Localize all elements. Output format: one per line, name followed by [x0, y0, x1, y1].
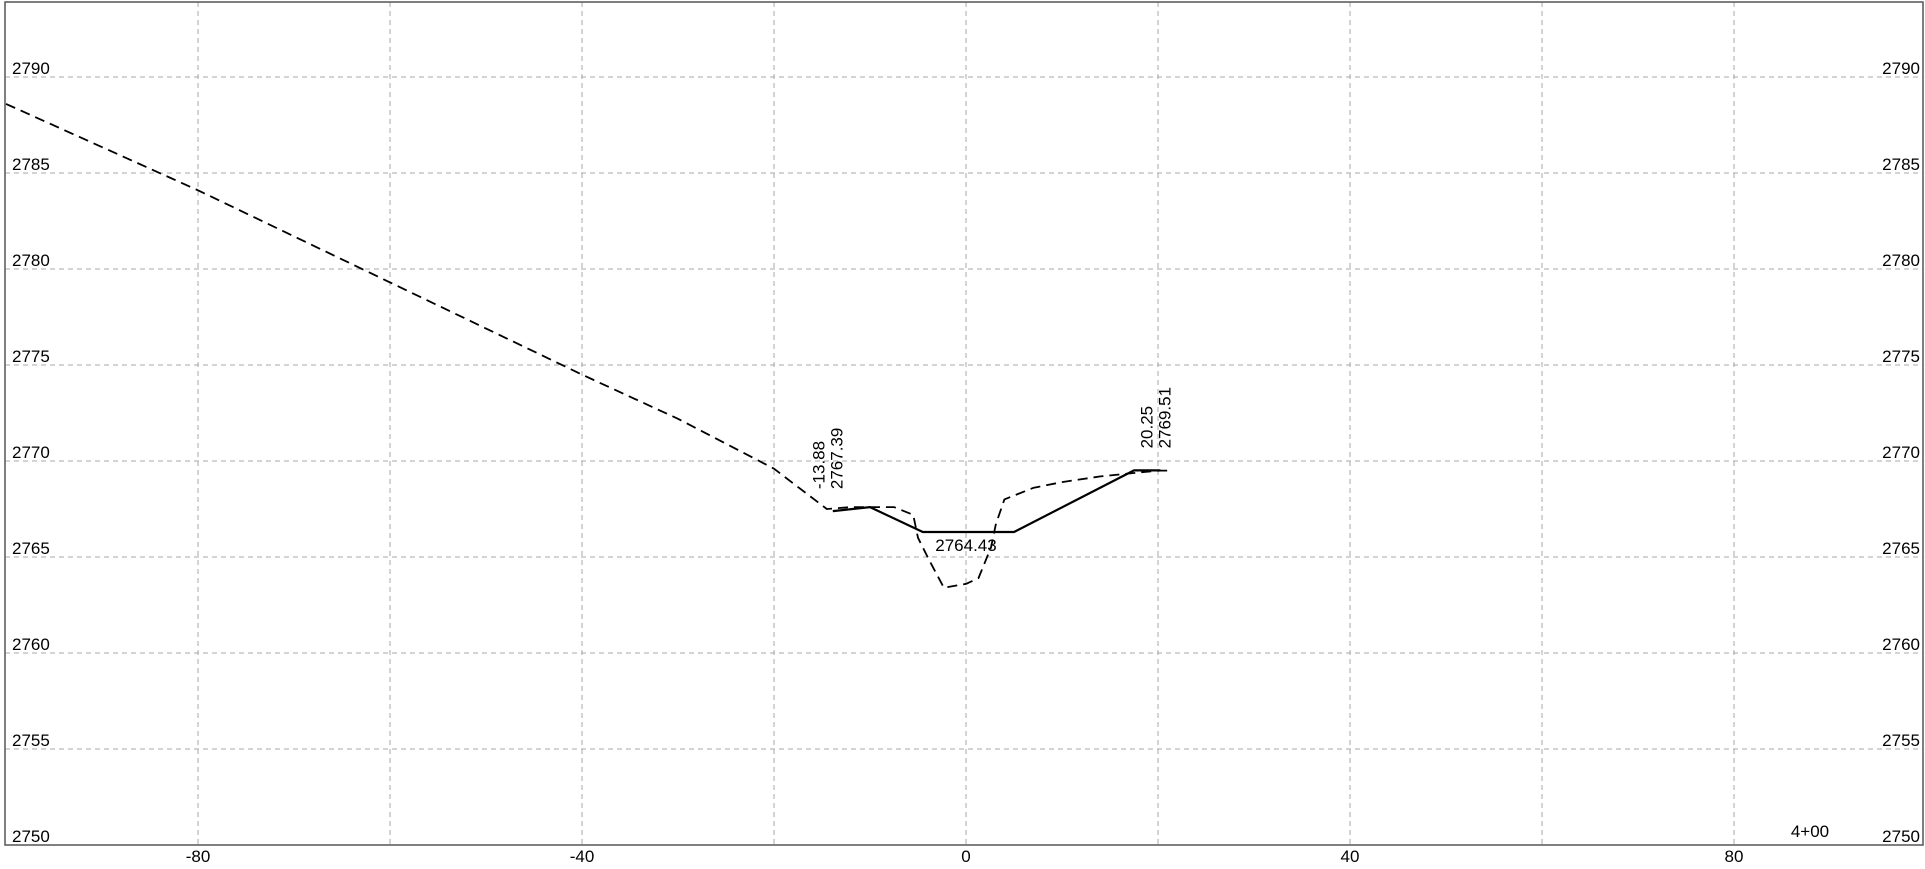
y-tick-label-left: 2785 — [12, 155, 50, 174]
x-tick-label: 40 — [1341, 847, 1360, 866]
grid — [5, 2, 1923, 845]
offset-elevation-label: 2767.39 — [828, 428, 847, 489]
design-section-line — [832, 469, 1161, 534]
y-tick-label-left: 2770 — [12, 443, 50, 462]
y-tick-label-left: 2750 — [12, 827, 50, 846]
y-tick-label-left: 2790 — [12, 59, 50, 78]
annotations: -13.88 2767.39 20.25 2769.51 2764.43 — [810, 387, 1175, 555]
x-tick-label: -40 — [570, 847, 595, 866]
offset-elevation-label: -13.88 — [810, 441, 829, 489]
y-tick-label-right: 2790 — [1882, 59, 1920, 78]
y-tick-label-left: 2775 — [12, 347, 50, 366]
y-tick-label-right: 2770 — [1882, 443, 1920, 462]
station-label: 4+00 — [1791, 822, 1829, 841]
offset-elevation-label: 2769.51 — [1155, 387, 1174, 448]
y-tick-label-right: 2775 — [1882, 347, 1920, 366]
y-tick-label-right: 2750 — [1882, 827, 1920, 846]
y-tick-label-left: 2760 — [12, 635, 50, 654]
x-tick-label: 80 — [1725, 847, 1744, 866]
y-tick-label-left: 2780 — [12, 251, 50, 270]
y-tick-label-right: 2765 — [1882, 539, 1920, 558]
centerline-elevation-label: 2764.43 — [935, 536, 996, 555]
offset-elevation-label: 20.25 — [1137, 406, 1156, 449]
y-tick-label-right: 2755 — [1882, 731, 1920, 750]
x-tick-label: -80 — [186, 847, 211, 866]
tick-labels: -80 -40 0 40 80 2790 2790 2785 2785 2780 2780 2775 2… — [12, 59, 1920, 866]
series — [5, 103, 1168, 589]
existing-ground-line — [5, 103, 1168, 589]
y-tick-label-left: 2765 — [12, 539, 50, 558]
y-tick-label-right: 2760 — [1882, 635, 1920, 654]
x-tick-label: 0 — [961, 847, 970, 866]
y-tick-label-left: 2755 — [12, 731, 50, 750]
plot-frame — [4, 1, 1924, 846]
y-tick-label-right: 2780 — [1882, 251, 1920, 270]
y-tick-label-right: 2785 — [1882, 155, 1920, 174]
